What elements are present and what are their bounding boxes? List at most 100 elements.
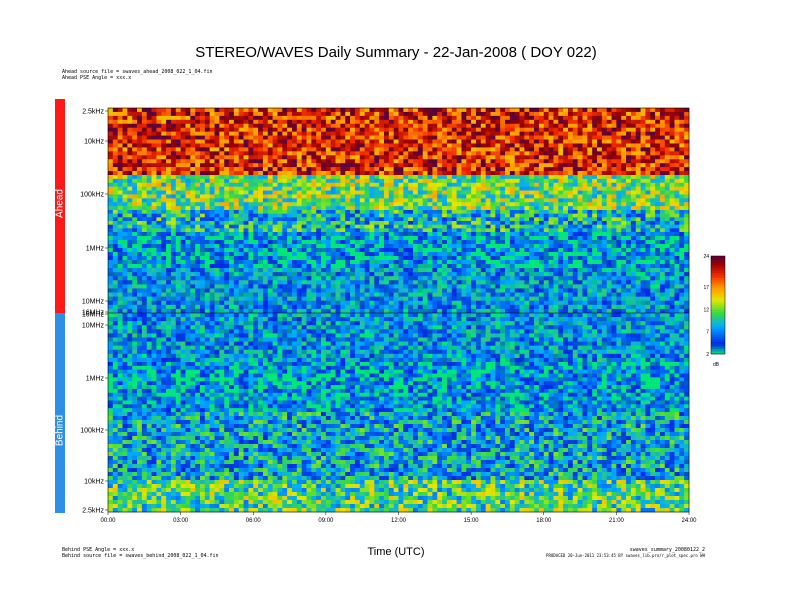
ahead-spectrum-cell <box>626 143 632 148</box>
ahead-spectrum-cell <box>258 224 264 229</box>
ahead-spectrum-cell <box>514 256 520 261</box>
ahead-spectrum-cell <box>422 194 428 199</box>
ahead-spectrum-cell <box>209 119 215 125</box>
ahead-spectrum-cell <box>291 135 298 140</box>
ahead-spectrum-cell <box>345 232 351 237</box>
ahead-spectrum-cell <box>224 123 230 128</box>
ahead-spectrum-cell <box>214 206 220 211</box>
ahead-spectrum-cell <box>287 159 293 164</box>
ahead-spectrum-cell <box>151 182 157 187</box>
ahead-spectrum-cell <box>108 194 114 199</box>
ahead-spectrum-cell <box>529 139 535 144</box>
ahead-spectrum-cell <box>175 198 181 203</box>
ahead-spectrum-cell <box>519 111 525 117</box>
ahead-spectrum-cell <box>655 221 661 225</box>
ahead-spectrum-cell <box>413 240 419 245</box>
ahead-spectrum-cell <box>388 127 394 132</box>
ahead-spectrum-cell <box>655 171 661 176</box>
ahead-spectrum-cell <box>277 256 283 261</box>
ahead-spectrum-cell <box>383 175 390 180</box>
ahead-spectrum-cell <box>233 217 240 222</box>
ahead-spectrum-cell <box>229 224 235 229</box>
ahead-spectrum-cell <box>597 252 603 257</box>
ahead-spectrum-cell <box>219 182 225 187</box>
ahead-spectrum-cell <box>117 123 123 128</box>
ahead-spectrum-cell <box>306 221 312 225</box>
ahead-spectrum-cell <box>122 119 128 125</box>
ahead-spectrum-cell <box>166 256 172 261</box>
ahead-spectrum-cell <box>514 115 520 121</box>
ahead-spectrum-cell <box>287 268 293 273</box>
ahead-spectrum-cell <box>258 182 264 187</box>
ahead-spectrum-cell <box>650 182 656 187</box>
ahead-spectrum-cell <box>582 147 588 152</box>
ahead-spectrum-cell <box>311 151 317 156</box>
ahead-spectrum-cell <box>640 248 646 253</box>
ahead-spectrum-cell <box>645 202 651 207</box>
ahead-spectrum-cell <box>417 127 424 132</box>
ahead-spectrum-cell <box>214 256 220 261</box>
ahead-spectrum-cell <box>553 256 559 261</box>
ahead-spectrum-cell <box>132 221 138 225</box>
ahead-spectrum-cell <box>325 151 332 156</box>
ahead-spectrum-cell <box>427 186 433 191</box>
ahead-spectrum-cell <box>471 213 477 218</box>
ahead-spectrum-cell <box>684 147 690 152</box>
ahead-spectrum-cell <box>543 115 549 121</box>
ahead-spectrum-cell <box>345 202 351 207</box>
ahead-spectrum-cell <box>238 135 244 140</box>
ahead-spectrum-cell <box>413 178 419 184</box>
ahead-spectrum-cell <box>238 123 244 128</box>
ahead-spectrum-cell <box>335 175 341 180</box>
ahead-spectrum-cell <box>422 232 428 237</box>
ahead-spectrum-cell <box>480 135 486 140</box>
ahead-spectrum-cell <box>630 244 637 249</box>
ahead-spectrum-cell <box>553 186 559 191</box>
ahead-spectrum-cell <box>451 163 457 168</box>
ahead-spectrum-cell <box>219 248 225 253</box>
ahead-spectrum-cell <box>553 232 559 237</box>
ahead-spectrum-cell <box>534 260 540 265</box>
ahead-spectrum-cell <box>408 175 414 180</box>
ahead-spectrum-cell <box>519 194 525 199</box>
ahead-spectrum-cell <box>451 175 457 180</box>
ahead-spectrum-cell <box>427 178 433 184</box>
ahead-spectrum-cell <box>437 111 443 117</box>
ahead-spectrum-cell <box>146 248 152 253</box>
ahead-spectrum-cell <box>427 198 433 203</box>
ahead-spectrum-cell <box>272 206 278 211</box>
ahead-spectrum-cell <box>626 202 632 207</box>
ahead-spectrum-cell <box>587 111 593 117</box>
ahead-spectrum-cell <box>166 127 172 132</box>
ahead-spectrum-cell <box>577 206 583 211</box>
ahead-spectrum-cell <box>393 163 399 168</box>
ahead-spectrum-cell <box>325 256 332 261</box>
ahead-spectrum-cell <box>383 186 390 191</box>
ahead-spectrum-cell <box>388 143 394 148</box>
ahead-spectrum-cell <box>209 213 215 218</box>
ahead-spectrum-cell <box>204 182 210 187</box>
ahead-spectrum-cell <box>466 202 472 207</box>
ahead-spectrum-cell <box>393 260 399 265</box>
ahead-spectrum-cell <box>277 244 283 249</box>
ahead-spectrum-cell <box>509 115 515 121</box>
ahead-spectrum-cell <box>170 186 177 191</box>
ahead-spectrum-cell <box>369 123 375 128</box>
ahead-spectrum-cell <box>359 268 365 273</box>
ahead-spectrum-cell <box>190 240 196 245</box>
ahead-spectrum-cell <box>606 232 612 237</box>
ahead-spectrum-cell <box>161 178 167 184</box>
ahead-spectrum-cell <box>243 228 249 233</box>
ahead-spectrum-cell <box>553 198 559 203</box>
ahead-spectrum-cell <box>190 159 196 164</box>
ahead-spectrum-cell <box>117 228 123 233</box>
ahead-spectrum-cell <box>127 213 133 218</box>
ahead-spectrum-cell <box>238 202 244 207</box>
ahead-spectrum-cell <box>219 210 225 214</box>
ahead-spectrum-cell <box>480 248 486 253</box>
ahead-spectrum-cell <box>524 135 530 140</box>
ahead-spectrum-cell <box>340 194 346 199</box>
ahead-spectrum-cell <box>151 171 157 176</box>
ahead-spectrum-cell <box>170 115 177 121</box>
ahead-spectrum-cell <box>112 175 118 180</box>
